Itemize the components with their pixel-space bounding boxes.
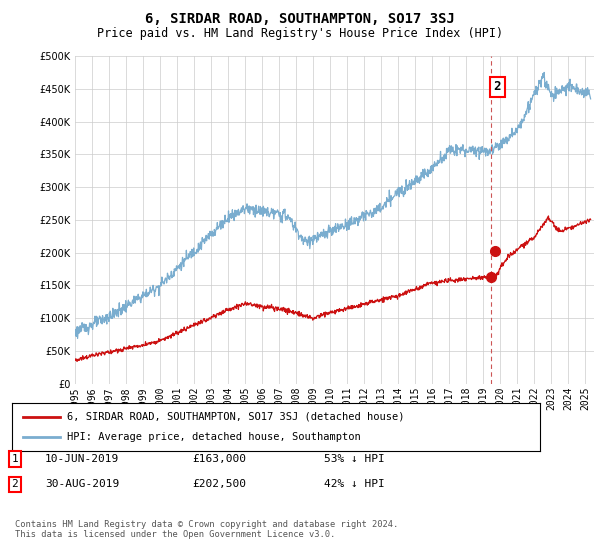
- Text: Price paid vs. HM Land Registry's House Price Index (HPI): Price paid vs. HM Land Registry's House …: [97, 27, 503, 40]
- Text: 6, SIRDAR ROAD, SOUTHAMPTON, SO17 3SJ (detached house): 6, SIRDAR ROAD, SOUTHAMPTON, SO17 3SJ (d…: [67, 412, 405, 422]
- Text: 10-JUN-2019: 10-JUN-2019: [45, 454, 119, 464]
- Text: 42% ↓ HPI: 42% ↓ HPI: [324, 479, 385, 489]
- Text: 30-AUG-2019: 30-AUG-2019: [45, 479, 119, 489]
- Text: Contains HM Land Registry data © Crown copyright and database right 2024.
This d: Contains HM Land Registry data © Crown c…: [15, 520, 398, 539]
- Text: £163,000: £163,000: [192, 454, 246, 464]
- Text: £202,500: £202,500: [192, 479, 246, 489]
- Text: 2: 2: [11, 479, 19, 489]
- Text: 1: 1: [11, 454, 19, 464]
- Text: 53% ↓ HPI: 53% ↓ HPI: [324, 454, 385, 464]
- Text: 2: 2: [493, 80, 501, 94]
- Text: 6, SIRDAR ROAD, SOUTHAMPTON, SO17 3SJ: 6, SIRDAR ROAD, SOUTHAMPTON, SO17 3SJ: [145, 12, 455, 26]
- Text: HPI: Average price, detached house, Southampton: HPI: Average price, detached house, Sout…: [67, 432, 361, 442]
